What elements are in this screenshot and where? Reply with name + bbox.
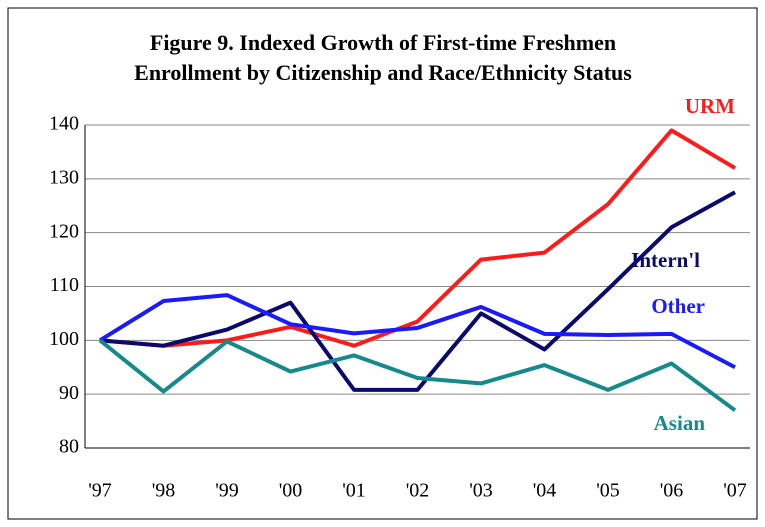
x-tick-label: '02 [406, 480, 430, 502]
x-tick-label: '03 [469, 480, 493, 502]
y-tick-label: 90 [59, 382, 79, 404]
legend-label: Intern'l [631, 248, 700, 272]
legend-label: Other [651, 294, 705, 318]
chart-title: Enrollment by Citizenship and Race/Ethni… [134, 60, 632, 85]
x-tick-label: '06 [660, 480, 684, 502]
x-tick-label: '99 [215, 480, 239, 502]
legend-label: URM [685, 94, 735, 118]
y-tick-label: 80 [59, 436, 79, 458]
series-line [99, 190, 736, 392]
series-line [99, 128, 737, 348]
legend-label: Asian [654, 411, 706, 435]
x-tick-label: '97 [88, 480, 112, 502]
x-tick-label: '04 [533, 480, 557, 502]
x-tick-label: '05 [596, 480, 620, 502]
series-line [98, 293, 736, 370]
y-tick-label: 140 [49, 113, 79, 135]
series-line [98, 338, 737, 412]
x-tick-label: '00 [279, 480, 303, 502]
x-tick-label: '01 [342, 480, 366, 502]
y-tick-label: 120 [49, 220, 79, 242]
x-tick-label: '07 [723, 480, 747, 502]
y-tick-label: 100 [49, 328, 79, 350]
y-tick-label: 110 [50, 274, 79, 296]
y-tick-label: 130 [49, 166, 79, 188]
x-tick-label: '98 [152, 480, 176, 502]
chart-title: Figure 9. Indexed Growth of First-time F… [150, 30, 616, 55]
